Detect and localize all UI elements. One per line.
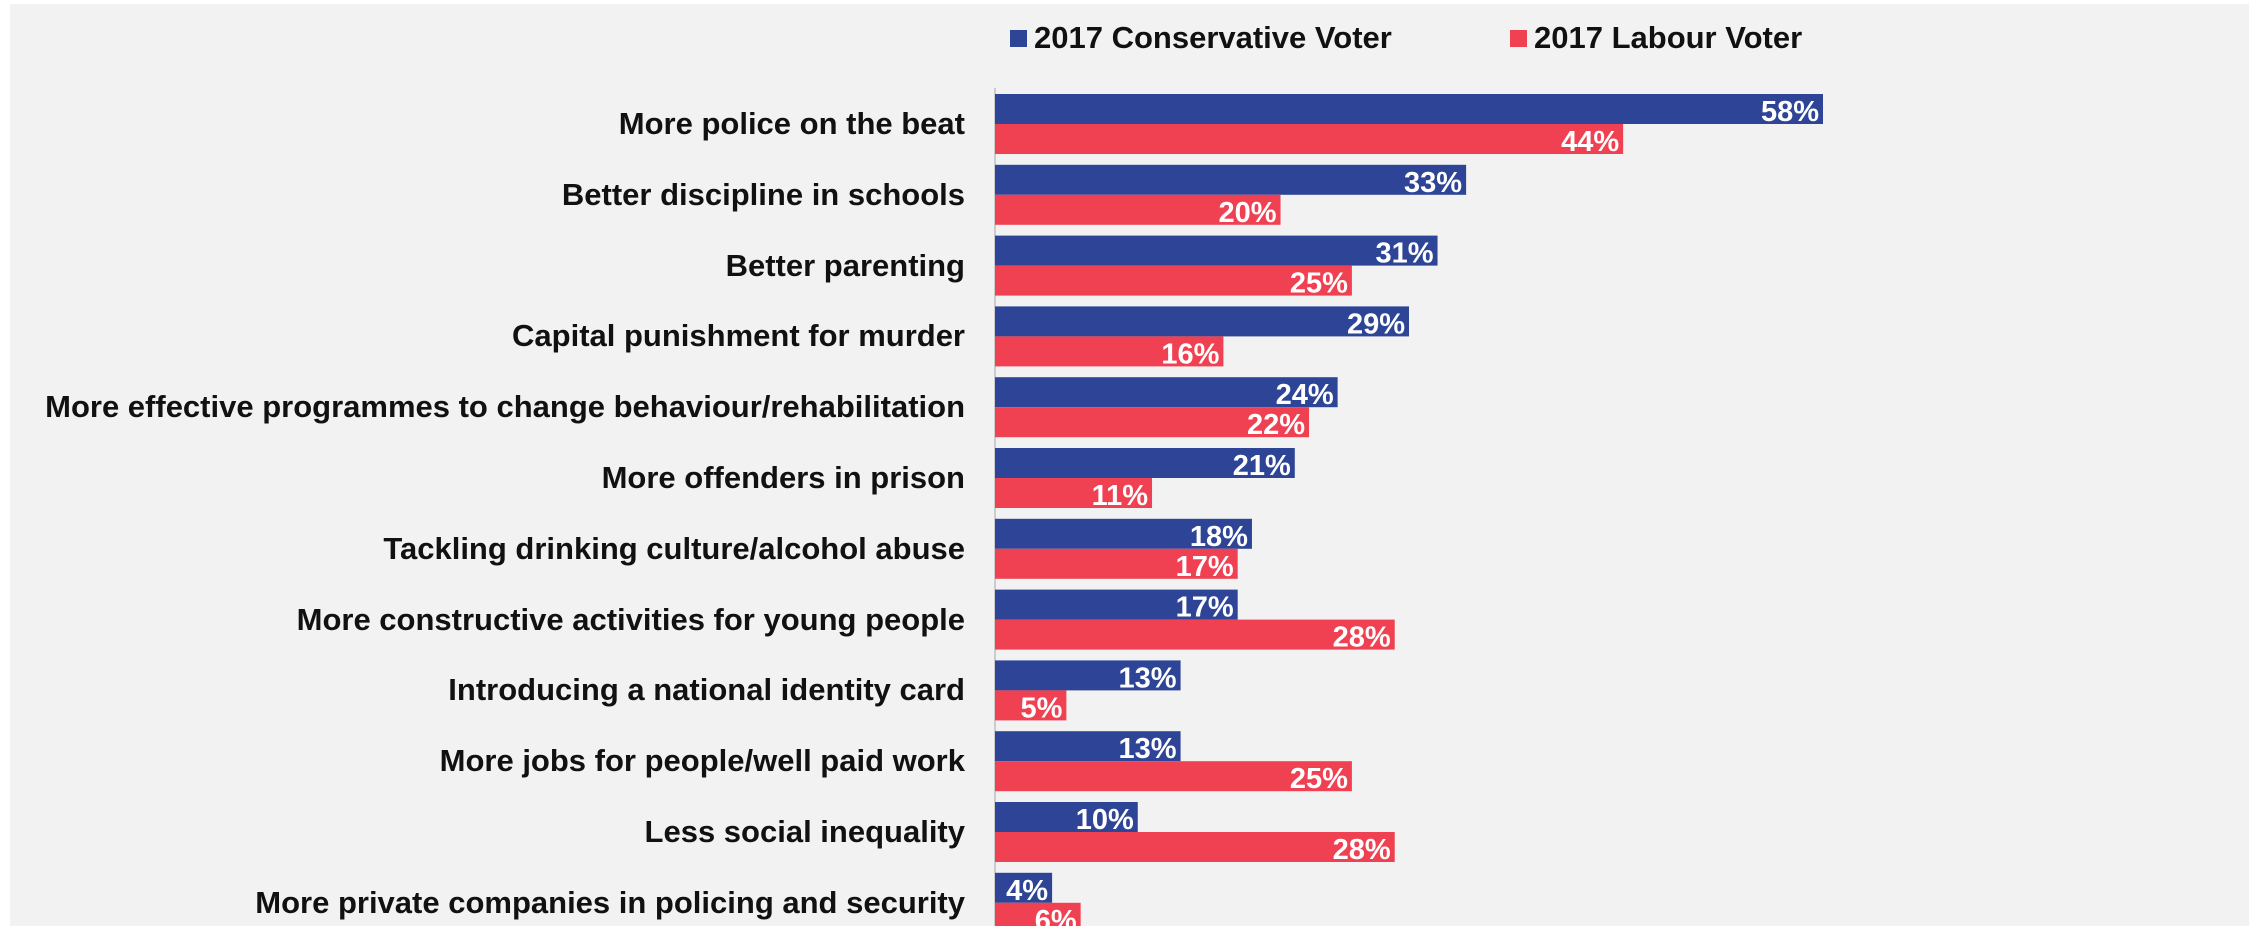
bar-labour	[995, 265, 1352, 296]
data-label-labour: 44%	[1561, 126, 1619, 158]
bar-labour	[995, 619, 1395, 650]
bar-labour	[995, 194, 1281, 225]
chart-area: 2017 Conservative Voter 2017 Labour Vote…	[10, 4, 2249, 926]
data-label-labour: 20%	[1218, 197, 1276, 229]
data-label-conservative: 29%	[1347, 308, 1405, 340]
data-label-conservative: 17%	[1176, 592, 1234, 624]
category-label: More effective programmes to change beha…	[45, 389, 965, 425]
bar-conservative	[995, 872, 1053, 903]
category-label: Better discipline in schools	[561, 176, 965, 212]
data-label-labour: 25%	[1290, 268, 1348, 300]
bar-conservative	[995, 448, 1295, 478]
category-label: Less social inequality	[644, 814, 965, 849]
bar-conservative	[995, 731, 1181, 762]
category-label: More private companies in policing and s…	[255, 884, 965, 920]
data-label-conservative: 13%	[1119, 733, 1177, 765]
data-label-conservative: 31%	[1376, 238, 1434, 270]
bar-labour	[995, 478, 1153, 508]
data-label-labour: 28%	[1333, 834, 1391, 866]
bar-conservative	[995, 377, 1338, 408]
bar-labour	[995, 336, 1224, 367]
legend-label-conservative: 2017 Conservative Voter	[1034, 20, 1392, 55]
data-label-labour: 25%	[1290, 763, 1348, 795]
bar-conservative	[995, 518, 1252, 549]
category-label: Better parenting	[725, 247, 965, 283]
bar-conservative	[995, 164, 1467, 195]
category-label: More jobs for people/well paid work	[439, 743, 965, 779]
bar-labour	[995, 548, 1238, 579]
legend-swatch-labour	[1510, 29, 1527, 47]
category-label: Introducing a national identity card	[448, 672, 965, 708]
data-label-conservative: 18%	[1190, 521, 1248, 553]
legend-label-labour: 2017 Labour Voter	[1534, 20, 1803, 55]
bar-labour	[995, 124, 1624, 154]
data-label-labour: 11%	[1092, 480, 1149, 512]
bar-conservative	[995, 802, 1138, 832]
category-label: More offenders in prison	[601, 460, 965, 495]
bar-labour	[995, 690, 1067, 721]
data-label-conservative: 13%	[1119, 662, 1177, 694]
bar-conservative	[995, 94, 1823, 124]
data-label-conservative: 10%	[1076, 804, 1134, 836]
category-label: More constructive activities for young p…	[296, 601, 965, 637]
category-label: Tackling drinking culture/alcohol abuse	[383, 530, 965, 566]
bar-conservative	[995, 589, 1238, 620]
data-label-labour: 28%	[1333, 622, 1391, 654]
data-label-labour: 22%	[1247, 409, 1305, 441]
legend-item-labour: 2017 Labour Voter	[1510, 18, 1802, 58]
bar-labour	[995, 832, 1395, 862]
data-label-conservative: 4%	[1006, 875, 1048, 907]
data-label-conservative: 33%	[1404, 167, 1462, 199]
bar-conservative	[995, 306, 1409, 337]
bar-conservative	[995, 660, 1181, 691]
bar-labour	[995, 902, 1081, 926]
bar-conservative	[995, 235, 1438, 266]
data-label-conservative: 24%	[1276, 379, 1334, 411]
data-label-conservative: 58%	[1761, 96, 1819, 128]
bar-labour	[995, 407, 1310, 438]
data-label-labour: 16%	[1161, 338, 1219, 370]
bar-chart: 58%44%33%20%31%25%29%16%24%22%21%11%18%1…	[994, 88, 1823, 926]
data-label-labour: 5%	[1020, 692, 1062, 724]
legend-item-conservative: 2017 Conservative Voter	[1010, 18, 1392, 58]
category-label: More police on the beat	[618, 106, 965, 141]
bar-labour	[995, 761, 1352, 792]
legend-swatch-conservative	[1010, 29, 1027, 47]
category-label: Capital punishment for murder	[512, 318, 965, 354]
data-label-labour: 17%	[1176, 551, 1234, 583]
data-label-conservative: 21%	[1233, 450, 1291, 482]
data-label-labour: 6%	[1035, 905, 1077, 926]
